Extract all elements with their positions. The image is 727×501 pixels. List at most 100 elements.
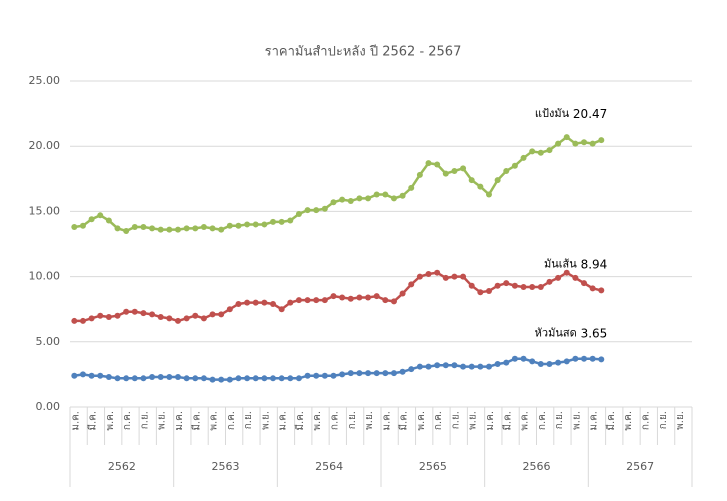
data-point [555, 274, 562, 281]
data-point [451, 362, 458, 369]
data-point [209, 376, 216, 383]
x-tick-label: มี.ค. [605, 411, 617, 431]
data-point [183, 315, 190, 322]
data-point [416, 273, 423, 280]
data-point [339, 294, 346, 301]
data-point [347, 197, 354, 204]
data-point [399, 290, 406, 297]
chart-title: ราคามันสำปะหลัง ปี 2562 - 2567 [265, 44, 462, 60]
data-point [503, 280, 510, 287]
data-point [287, 217, 294, 224]
data-point [581, 139, 588, 146]
data-point [434, 362, 441, 369]
data-point [252, 299, 259, 306]
data-point [140, 375, 147, 382]
data-point [157, 226, 164, 233]
data-point [79, 317, 86, 324]
data-point [226, 306, 233, 313]
data-point [477, 289, 484, 296]
data-point [174, 374, 181, 381]
x-tick-label: มี.ค. [294, 411, 306, 431]
data-point [468, 282, 475, 289]
data-point [218, 376, 225, 383]
data-point [598, 356, 605, 363]
series-name: มันเส้น [544, 257, 577, 270]
data-point [261, 299, 268, 306]
data-point [451, 273, 458, 280]
data-label: แป้งมัน 20.47 [535, 107, 607, 121]
value-label: 8.94 [581, 257, 608, 271]
x-tick-label: มี.ค. [87, 411, 99, 431]
data-point [278, 306, 285, 313]
data-point [261, 221, 268, 228]
year-label: 2567 [626, 460, 654, 473]
data-point [365, 370, 372, 377]
data-point [183, 375, 190, 382]
year-label: 2564 [315, 460, 343, 473]
data-point [244, 299, 251, 306]
x-tick-label: พ.ย. [468, 411, 479, 430]
x-tick-label: พ.ย. [260, 411, 271, 430]
data-point [572, 355, 579, 362]
series-line [74, 135, 602, 233]
x-tick-label: ม.ค. [589, 411, 600, 431]
x-tick-label: พ.ค. [623, 411, 634, 431]
y-tick-label: 20.00 [29, 139, 61, 152]
data-point [399, 368, 406, 375]
data-point [261, 375, 268, 382]
data-point [295, 297, 302, 304]
data-point [468, 177, 475, 184]
data-point [589, 285, 596, 292]
x-tick-label: ก.ค. [122, 411, 133, 430]
data-point [209, 311, 216, 318]
data-point [373, 370, 380, 377]
year-label: 2566 [523, 460, 551, 473]
year-label: 2563 [212, 460, 240, 473]
data-point [270, 218, 277, 225]
x-tick-label: มี.ค. [398, 411, 410, 431]
data-point [287, 375, 294, 382]
x-tick-label: ก.ค. [329, 411, 340, 430]
y-tick-label: 15.00 [29, 204, 61, 217]
data-point [382, 370, 389, 377]
data-point [131, 375, 138, 382]
data-point [330, 199, 337, 206]
data-point [425, 363, 432, 370]
year-label: 2565 [419, 460, 447, 473]
data-point [131, 224, 138, 231]
data-point [494, 282, 501, 289]
x-tick-label: พ.ค. [520, 411, 531, 431]
data-point [149, 225, 156, 232]
data-point [88, 315, 95, 322]
data-point [166, 226, 173, 233]
data-point [157, 314, 164, 321]
x-tick-label: ม.ค. [70, 411, 81, 431]
data-point [123, 308, 130, 315]
data-point [537, 360, 544, 367]
data-point [425, 270, 432, 277]
data-point [555, 359, 562, 366]
data-point [140, 310, 147, 317]
data-point [244, 221, 251, 228]
data-point [511, 162, 518, 169]
data-point [477, 183, 484, 190]
data-point [287, 299, 294, 306]
data-point [529, 284, 536, 291]
data-point [140, 224, 147, 231]
x-tick-label: ม.ค. [485, 411, 496, 431]
x-tick-label: ก.ค. [537, 411, 548, 430]
data-point [434, 161, 441, 168]
data-point [339, 196, 346, 203]
data-point [321, 205, 328, 212]
data-point [157, 374, 164, 381]
data-point [295, 211, 302, 218]
data-point [200, 375, 207, 382]
data-point [485, 287, 492, 294]
data-point [304, 207, 311, 214]
data-point [313, 372, 320, 379]
data-point [529, 148, 536, 155]
data-point [114, 312, 121, 319]
data-point [295, 375, 302, 382]
data-label: มันเส้น 8.94 [544, 257, 607, 271]
